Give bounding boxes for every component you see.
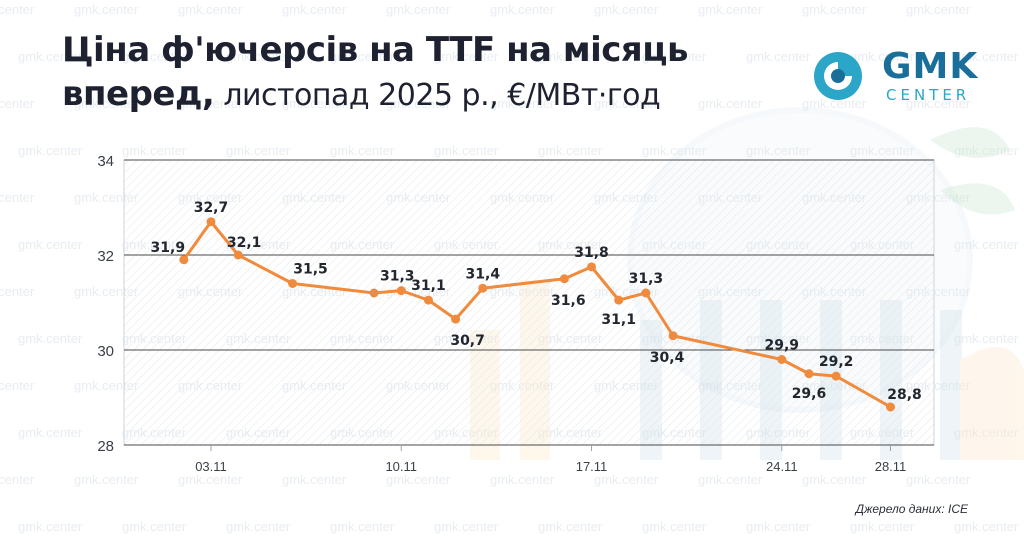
data-label: 29,2 [819,354,854,370]
gridlines [124,159,934,446]
x-tick-label: 17.11 [576,459,608,474]
x-axis: 03.11 10.11 17.11 24.11 28.11 [195,445,906,474]
y-tick-label: 34 [97,153,114,170]
plot-area [123,159,935,446]
data-point [587,262,597,272]
series-line [179,217,896,412]
data-label: 30,4 [650,350,685,366]
data-point [668,331,678,341]
data-point [288,279,298,288]
data-label: 31,8 [574,245,609,261]
data-label: 29,9 [765,338,800,354]
chart-subtitle-normal: листопад 2025 р., €/МВт·год [214,78,661,113]
data-point [559,274,569,284]
data-label: 32,7 [194,200,229,216]
gmk-center-logo: GMK CENTER [810,46,990,108]
data-label: 28,8 [887,387,922,403]
y-tick-label: 32 [97,248,114,265]
logo-mark-icon [814,52,862,100]
data-point [614,295,624,305]
x-tick-label: 10.11 [385,459,417,474]
data-point [451,314,461,324]
data-label: 29,6 [792,386,827,402]
data-point [396,286,406,296]
x-tick-label: 28.11 [875,459,907,474]
data-label: 31,4 [466,266,501,282]
data-label: 31,3 [629,271,664,287]
chart-subtitle-bold: вперед, [62,74,215,114]
data-label: 31,6 [551,293,586,309]
series-polyline [182,220,892,409]
chart-title: Ціна ф'ючерсів на TTF на місяць [62,30,688,70]
logo-brand-text: GMK [882,46,979,87]
data-point [206,217,216,227]
data-point [641,288,651,298]
x-tick-label: 24.11 [766,459,798,474]
x-tick-label: 03.11 [195,459,227,474]
data-point [777,355,787,364]
data-label: 32,1 [227,235,262,251]
y-tick-label: 30 [97,343,114,360]
data-point [369,288,379,298]
logo-sub-text: CENTER [886,86,971,104]
data-label: 31,5 [293,262,328,278]
data-point [423,295,433,305]
data-point [478,283,488,293]
data-label: 30,7 [450,333,485,349]
data-point [831,371,841,381]
data-point [179,255,189,265]
data-label: 31,9 [151,240,186,256]
data-labels: 31,932,732,131,5 31,331,130,731,431,631,8… [151,200,922,403]
data-point [233,250,243,260]
data-label: 31,1 [411,278,446,294]
data-point [804,369,814,379]
y-tick-label: 28 [97,438,114,455]
y-axis: 28 30 32 34 [97,153,114,455]
data-label: 31,1 [601,312,636,328]
data-point [886,402,896,412]
data-label: 31,3 [380,269,415,285]
chart-subtitle: вперед, листопад 2025 р., €/МВт·год [62,74,661,114]
source-note: Джерело даних: ICE [855,502,968,516]
